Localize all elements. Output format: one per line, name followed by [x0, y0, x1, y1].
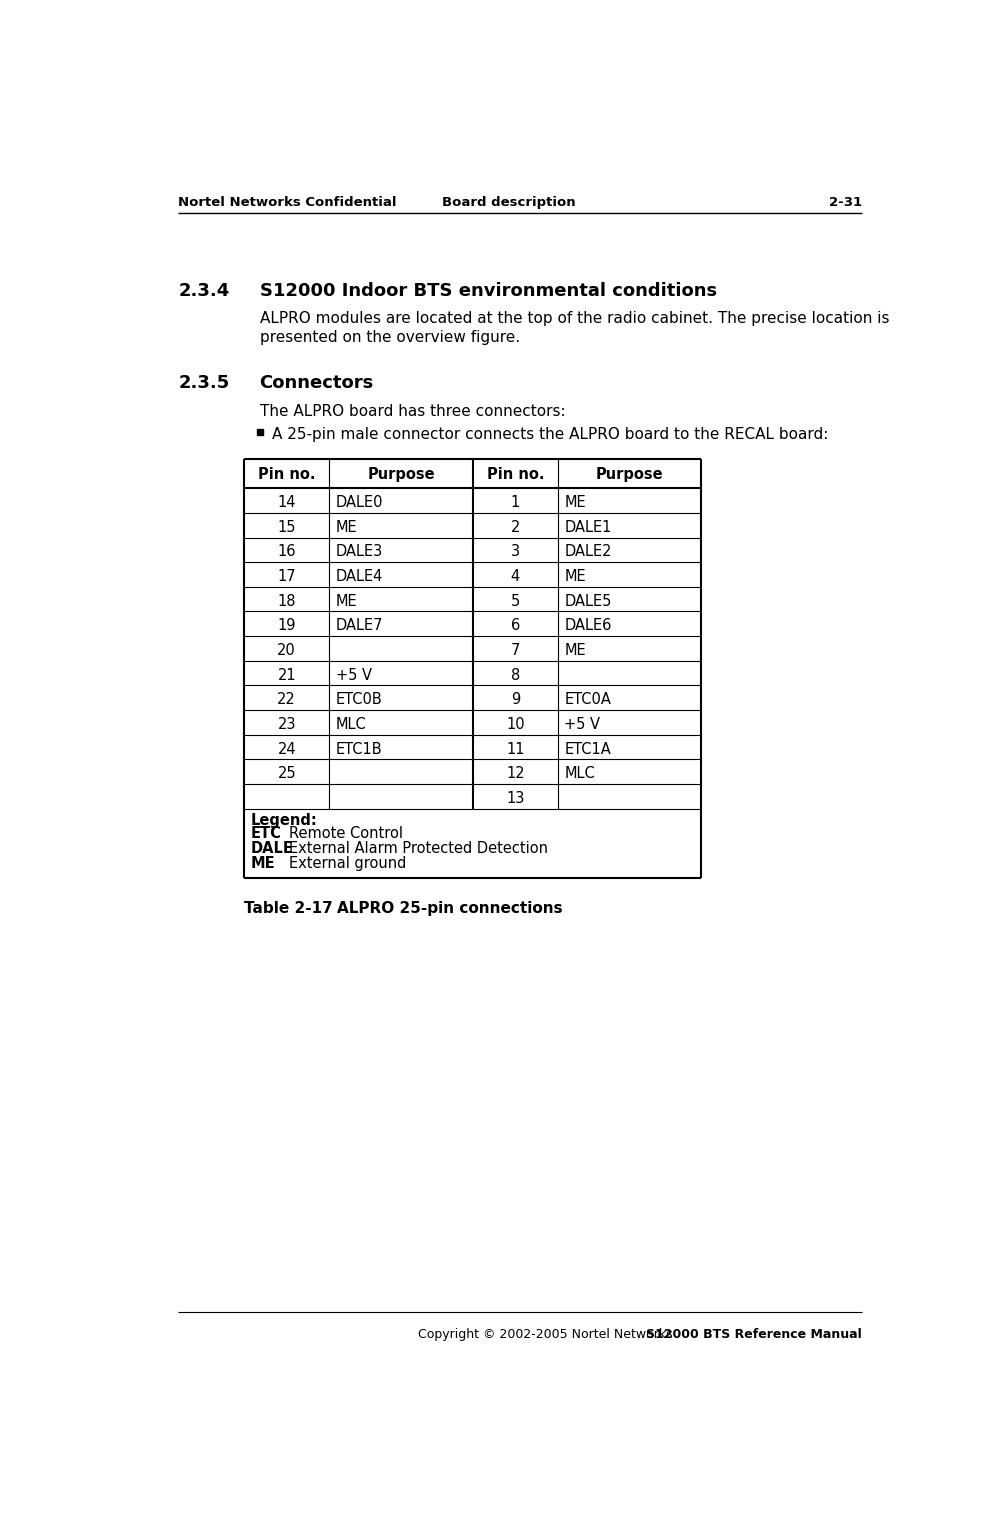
Text: 12: 12 — [506, 767, 525, 782]
Text: 17: 17 — [278, 570, 296, 585]
Text: S12000 Indoor BTS environmental conditions: S12000 Indoor BTS environmental conditio… — [260, 282, 717, 300]
Text: 1: 1 — [511, 495, 520, 511]
Text: The ALPRO board has three connectors:: The ALPRO board has three connectors: — [260, 403, 565, 418]
Text: 18: 18 — [278, 594, 296, 609]
Text: Copyright © 2002-2005 Nortel Networks: Copyright © 2002-2005 Nortel Networks — [419, 1327, 674, 1341]
Text: DALE2: DALE2 — [564, 544, 612, 559]
Text: 25: 25 — [278, 767, 296, 782]
Text: +5 V: +5 V — [335, 668, 372, 683]
Text: 8: 8 — [511, 668, 520, 683]
Text: Pin no.: Pin no. — [258, 467, 315, 482]
Text: 23: 23 — [278, 717, 296, 732]
Text: ETC0A: ETC0A — [564, 692, 611, 708]
Text: 22: 22 — [278, 692, 297, 708]
Text: 16: 16 — [278, 544, 296, 559]
Text: ME: ME — [335, 520, 357, 535]
Text: +5 V: +5 V — [564, 717, 600, 732]
Text: ME: ME — [335, 594, 357, 609]
Text: ME: ME — [564, 570, 586, 585]
Text: DALE3: DALE3 — [335, 544, 383, 559]
Text: 19: 19 — [278, 618, 296, 633]
Text: 9: 9 — [511, 692, 520, 708]
Text: 5: 5 — [511, 594, 520, 609]
Text: ME: ME — [250, 856, 275, 871]
Text: 13: 13 — [506, 791, 525, 806]
Text: External Alarm Protected Detection: External Alarm Protected Detection — [289, 841, 548, 856]
Text: ETC0B: ETC0B — [335, 692, 382, 708]
Text: ETC: ETC — [250, 826, 281, 841]
Text: 2: 2 — [511, 520, 520, 535]
Text: S12000 BTS Reference Manual: S12000 BTS Reference Manual — [646, 1327, 862, 1341]
Text: Table 2‑17: Table 2‑17 — [244, 901, 333, 917]
Text: DALE1: DALE1 — [564, 520, 612, 535]
Text: 24: 24 — [278, 741, 296, 756]
Text: 7: 7 — [511, 642, 520, 658]
Text: Purpose: Purpose — [596, 467, 664, 482]
Text: Board description: Board description — [441, 195, 575, 209]
Text: DALE0: DALE0 — [335, 495, 383, 511]
Text: Pin no.: Pin no. — [487, 467, 545, 482]
Text: ME: ME — [564, 642, 586, 658]
Text: 3: 3 — [511, 544, 520, 559]
Text: 20: 20 — [278, 642, 297, 658]
Text: MLC: MLC — [564, 767, 595, 782]
Text: 14: 14 — [278, 495, 296, 511]
Text: ETC1A: ETC1A — [564, 741, 611, 756]
Text: 10: 10 — [506, 717, 525, 732]
Text: DALE: DALE — [250, 841, 294, 856]
Text: ALPRO modules are located at the top of the radio cabinet. The precise location : ALPRO modules are located at the top of … — [260, 311, 889, 326]
Text: Nortel Networks Confidential: Nortel Networks Confidential — [179, 195, 397, 209]
Text: DALE6: DALE6 — [564, 618, 612, 633]
Text: 2.3.4: 2.3.4 — [179, 282, 229, 300]
Text: DALE7: DALE7 — [335, 618, 383, 633]
Text: 11: 11 — [506, 741, 525, 756]
Text: Remote Control: Remote Control — [289, 826, 403, 841]
Text: Purpose: Purpose — [367, 467, 434, 482]
Text: ME: ME — [564, 495, 586, 511]
Text: A 25‑pin male connector connects the ALPRO board to the RECAL board:: A 25‑pin male connector connects the ALP… — [272, 427, 828, 442]
Text: DALE4: DALE4 — [335, 570, 383, 585]
Text: ETC1B: ETC1B — [335, 741, 382, 756]
Text: MLC: MLC — [335, 717, 366, 732]
Text: Connectors: Connectors — [260, 374, 374, 392]
Text: Legend:: Legend: — [250, 814, 317, 829]
Text: 2.3.5: 2.3.5 — [179, 374, 229, 392]
Text: 15: 15 — [278, 520, 296, 535]
Text: presented on the overview figure.: presented on the overview figure. — [260, 330, 520, 344]
Text: 6: 6 — [511, 618, 520, 633]
Text: DALE5: DALE5 — [564, 594, 612, 609]
Text: ALPRO 25‑pin connections: ALPRO 25‑pin connections — [337, 901, 562, 917]
Text: External ground: External ground — [289, 856, 407, 871]
Text: 2-31: 2-31 — [828, 195, 862, 209]
Text: 4: 4 — [511, 570, 520, 585]
Text: 21: 21 — [278, 668, 296, 683]
